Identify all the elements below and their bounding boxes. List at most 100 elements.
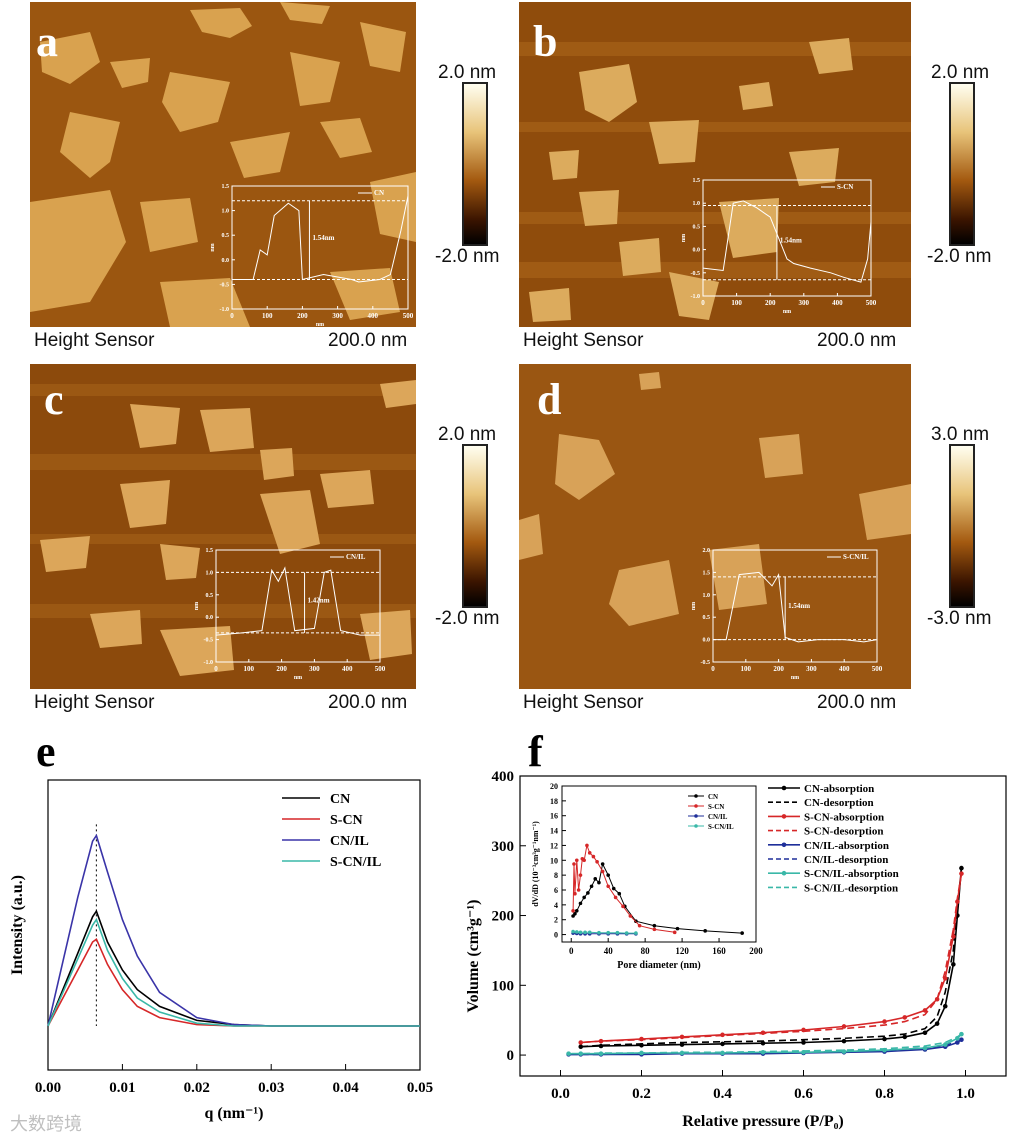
x-tick-label: 40 bbox=[604, 946, 614, 956]
watermark: 大数跨境 bbox=[10, 1114, 82, 1135]
legend-label: CN/IL bbox=[708, 813, 728, 821]
legend-label: CN-absorption bbox=[804, 783, 874, 795]
y-tick-label: 1.5 bbox=[703, 570, 711, 576]
x-tick-label: 500 bbox=[872, 665, 883, 673]
inset-point bbox=[583, 930, 587, 935]
x-tick-label: 0 bbox=[230, 312, 234, 320]
legend-label: CN/IL bbox=[346, 553, 366, 561]
x-tick-label: 200 bbox=[297, 312, 308, 320]
data-point bbox=[578, 1051, 584, 1056]
inset-point bbox=[578, 873, 583, 877]
plot-frame bbox=[47, 779, 421, 1071]
data-point bbox=[902, 1034, 908, 1040]
inset-frame bbox=[215, 549, 381, 663]
data-point bbox=[934, 1021, 940, 1026]
data-point bbox=[959, 865, 964, 871]
data-point bbox=[922, 1030, 928, 1036]
legend-marker bbox=[781, 785, 787, 791]
data-point bbox=[760, 1040, 766, 1046]
x-tick-label: 200 bbox=[276, 665, 287, 673]
y-tick-label: 20 bbox=[550, 782, 558, 791]
series-line-S-CN bbox=[47, 937, 420, 1027]
x-tick-label: 100 bbox=[244, 665, 255, 673]
y-tick-label: 0.5 bbox=[206, 593, 214, 599]
inset-series-CN/IL bbox=[573, 932, 636, 935]
inset-point bbox=[582, 858, 586, 863]
x-axis-label: nm bbox=[316, 322, 324, 327]
inset-point bbox=[675, 926, 680, 931]
afm-panel-b: b 0 100 200 300 400 500 1.5 1.0 0.5 0.0 -0.5 -1.0 nm… bbox=[507, 0, 1013, 360]
y-tick-label: 1.5 bbox=[222, 184, 230, 190]
inset-point bbox=[597, 880, 601, 885]
legend-label: CN/IL-desorption bbox=[804, 854, 888, 866]
afm-image: d 0 100 200 300 400 500 2.0 1.5 1.0 0.5 0.0 -0.5 nm n… bbox=[519, 364, 911, 689]
data-point bbox=[942, 1003, 948, 1009]
series-line-S-CN-desorption bbox=[580, 873, 963, 1044]
inset-frame bbox=[712, 549, 878, 663]
data-point bbox=[942, 1042, 948, 1047]
x-tick-label: 100 bbox=[731, 299, 742, 307]
legend-marker bbox=[781, 842, 787, 848]
y-tick-label: -0.5 bbox=[701, 660, 711, 666]
colorbar-min-label: -2.0 nm bbox=[435, 608, 500, 629]
x-axis-label: q (nm⁻¹) bbox=[204, 1105, 263, 1122]
x-tick-label: 0.0 bbox=[551, 1086, 570, 1102]
height-profile-line bbox=[702, 200, 872, 283]
afm-image: a 0 100 200 300 400 500 1.5 1.0 0.5 0.0 -0.5 -1.0 nm… bbox=[30, 2, 416, 327]
y-tick-label: -0.5 bbox=[204, 638, 214, 644]
y-axis-label: nm bbox=[681, 234, 687, 242]
inset-point bbox=[621, 904, 625, 909]
series-line-S-CN/IL-desorption bbox=[568, 1033, 962, 1055]
y-tick-label: 0.0 bbox=[693, 248, 701, 254]
y-axis-label: nm bbox=[194, 602, 200, 610]
scale-label: 200.0 nm bbox=[328, 330, 408, 351]
inset-frame bbox=[231, 185, 409, 310]
y-tick-label: 1.0 bbox=[703, 593, 711, 599]
x-tick-label: 0 bbox=[214, 665, 218, 673]
inset-point bbox=[613, 895, 618, 900]
x-tick-label: 0.04 bbox=[332, 1080, 359, 1096]
colorbar bbox=[462, 82, 488, 246]
height-label: 1.54nm bbox=[312, 234, 334, 242]
inset-point bbox=[582, 895, 586, 900]
inset-point bbox=[571, 909, 575, 913]
y-tick-label: 2.0 bbox=[703, 548, 711, 554]
inset-point bbox=[652, 923, 657, 928]
legend-label: S-CN/IL bbox=[843, 553, 869, 561]
data-point bbox=[578, 1040, 584, 1045]
y-tick-label: 100 bbox=[492, 978, 515, 994]
inset-point bbox=[606, 884, 610, 889]
afm-profile-inset-b: 0 100 200 300 400 500 1.5 1.0 0.5 0.0 -0.5 -1.0 nm nm… bbox=[681, 178, 877, 314]
inset-point bbox=[624, 931, 629, 935]
data-point bbox=[578, 1044, 584, 1049]
afm-panel-c: c 0 100 200 300 400 500 1.5 1.0 0.5 0.0 -0.5 -1.0 nm… bbox=[0, 362, 506, 722]
x-tick-label: 0 bbox=[701, 299, 705, 307]
y-tick-label: 1.0 bbox=[693, 201, 701, 207]
inset-point bbox=[634, 931, 638, 935]
afm-image: c 0 100 200 300 400 500 1.5 1.0 0.5 0.0 -0.5 -1.0 nm… bbox=[30, 364, 416, 689]
legend-label: S-CN/IL bbox=[330, 855, 381, 870]
inset-frame bbox=[561, 785, 757, 943]
y-axis-label: Volume (cm³g⁻¹) bbox=[465, 900, 482, 1013]
panel-letter-c: c bbox=[44, 375, 64, 424]
inset-point bbox=[572, 862, 576, 866]
panel-letter-a: a bbox=[36, 17, 58, 66]
data-point bbox=[720, 1041, 725, 1047]
x-tick-label: 500 bbox=[403, 312, 414, 320]
y-tick-label: 0.5 bbox=[703, 615, 711, 621]
inset-point bbox=[606, 930, 610, 935]
scale-label: 200.0 nm bbox=[817, 330, 897, 351]
y-axis-label: dV/dD (10⁻³cm³g⁻¹nm⁻¹) bbox=[531, 821, 540, 907]
inset-frame bbox=[702, 179, 872, 297]
colorbar-max-label: 3.0 nm bbox=[931, 424, 990, 445]
inset-point bbox=[587, 930, 592, 935]
legend-label: CN bbox=[374, 189, 384, 197]
y-tick-label: 14 bbox=[550, 827, 558, 836]
inset-point bbox=[573, 911, 577, 916]
inset-point bbox=[587, 851, 592, 855]
x-axis-label: Pore diameter (nm) bbox=[617, 960, 701, 971]
colorbar-min-label: -3.0 nm bbox=[927, 608, 992, 629]
x-tick-label: 400 bbox=[839, 665, 850, 673]
colorbar-min-label: -2.0 nm bbox=[435, 246, 500, 267]
height-sensor-label: Height Sensor bbox=[34, 330, 155, 351]
